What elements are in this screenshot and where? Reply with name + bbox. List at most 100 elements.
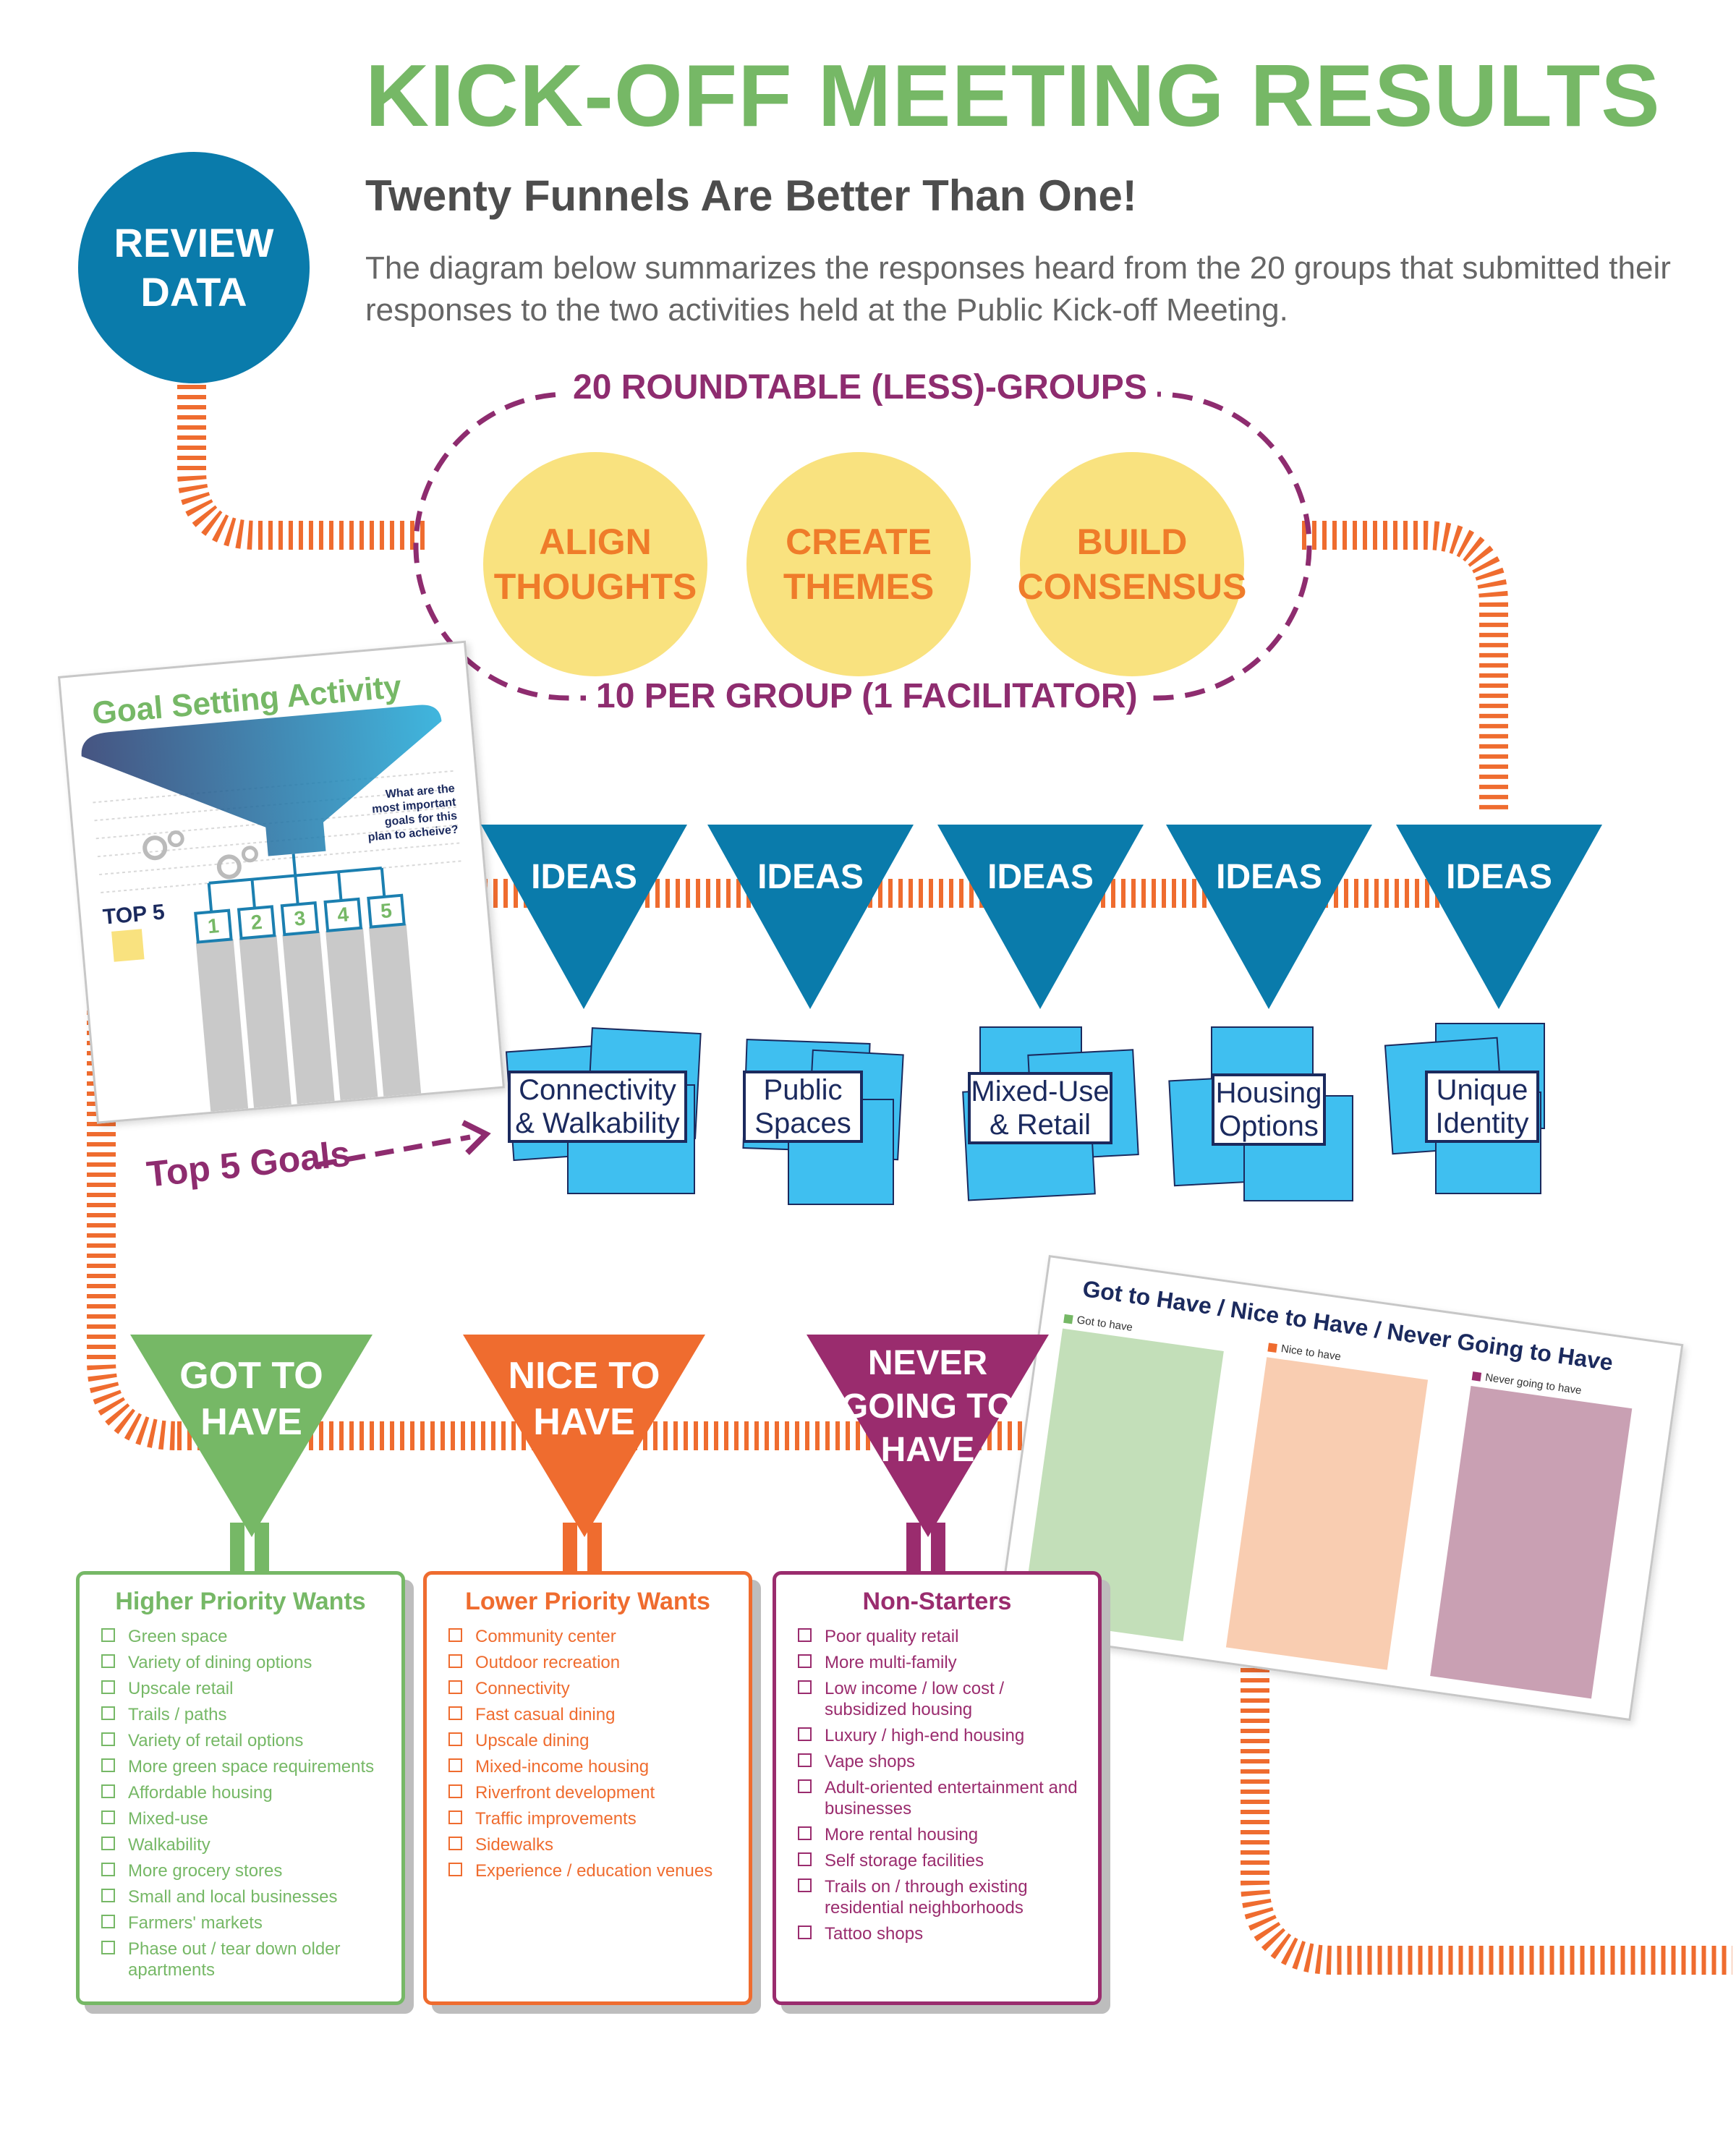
checkbox-icon[interactable] xyxy=(448,1758,462,1772)
list-item: Walkability xyxy=(101,1834,394,1855)
list-item: Small and local businesses xyxy=(101,1886,394,1907)
checkbox-icon[interactable] xyxy=(448,1811,462,1824)
list-item: More multi-family xyxy=(798,1652,1091,1673)
checkbox-icon[interactable] xyxy=(798,1852,812,1866)
list-item: Sidewalks xyxy=(448,1834,741,1855)
list-item-text: Adult-oriented entertainment and busines… xyxy=(825,1778,1078,1818)
checkbox-icon[interactable] xyxy=(798,1727,812,1741)
review-data-circle: REVIEW DATA xyxy=(78,152,310,383)
list-item-text: Self storage facilities xyxy=(825,1851,984,1871)
list-item: Self storage facilities xyxy=(798,1850,1091,1871)
note-connectivity: Connectivity & Walkability xyxy=(508,1071,687,1143)
list-item-text: Green space xyxy=(128,1627,228,1646)
checkbox-icon[interactable] xyxy=(101,1732,115,1746)
funnel-never-going-to-have xyxy=(807,1335,1049,1573)
groups-top-label: 20 ROUNDTABLE (LESS)-GROUPS xyxy=(563,367,1157,407)
note-line: Unique xyxy=(1436,1074,1528,1106)
list-item: Adult-oriented entertainment and busines… xyxy=(798,1777,1091,1819)
checkbox-icon[interactable] xyxy=(448,1628,462,1642)
checkbox-icon[interactable] xyxy=(101,1837,115,1850)
note-housing-options: Housing Options xyxy=(1212,1073,1326,1146)
list-item-text: Affordable housing xyxy=(128,1783,273,1803)
checkbox-icon[interactable] xyxy=(448,1654,462,1668)
goal-setting-sheet: Goal Setting Activity What are the most … xyxy=(58,640,505,1124)
list-item-text: Walkability xyxy=(128,1835,210,1855)
checkbox-icon[interactable] xyxy=(448,1837,462,1850)
checkbox-icon[interactable] xyxy=(101,1784,115,1798)
list-item-text: Traffic improvements xyxy=(475,1809,637,1829)
checkbox-icon[interactable] xyxy=(101,1863,115,1876)
checkbox-icon[interactable] xyxy=(101,1915,115,1928)
review-line-2: DATA xyxy=(140,269,247,315)
list-item: Connectivity xyxy=(448,1678,741,1699)
list-item-text: Community center xyxy=(475,1627,616,1646)
list-items: Community center Outdoor recreation Connec… xyxy=(427,1626,749,1881)
checkbox-icon[interactable] xyxy=(448,1680,462,1694)
path-right-tail xyxy=(1241,1577,1732,1975)
note-mixed-use: Mixed-Use & Retail xyxy=(968,1072,1112,1144)
list-item-text: Variety of retail options xyxy=(128,1731,304,1750)
circle-create-themes: CREATE THEMES xyxy=(746,452,971,676)
checkbox-icon[interactable] xyxy=(798,1826,812,1840)
circle-align-thoughts: ALIGN THOUGHTS xyxy=(483,452,707,676)
list-item: Riverfront development xyxy=(448,1782,741,1803)
list-item-text: Vape shops xyxy=(825,1752,915,1771)
checkbox-icon[interactable] xyxy=(798,1680,812,1694)
list-item-text: Sidewalks xyxy=(475,1835,554,1855)
note-line: & Retail xyxy=(989,1109,1092,1141)
checkbox-icon[interactable] xyxy=(448,1863,462,1876)
ideas-label-3: IDEAS xyxy=(987,858,1094,896)
note-line: Housing xyxy=(1215,1077,1322,1109)
list-item: Green space xyxy=(101,1626,394,1647)
checkbox-icon[interactable] xyxy=(798,1628,812,1642)
ideas-label-4: IDEAS xyxy=(1216,858,1322,896)
note-unique-identity: Unique Identity xyxy=(1425,1071,1539,1143)
circle-line: ALIGN xyxy=(539,522,652,562)
checkbox-icon[interactable] xyxy=(101,1680,115,1694)
checkbox-icon[interactable] xyxy=(798,1779,812,1793)
list-title: Lower Priority Wants xyxy=(465,1588,710,1615)
list-item: Community center xyxy=(448,1626,741,1647)
list-item: Low income / low cost / subsidized housi… xyxy=(798,1678,1091,1720)
checkbox-icon[interactable] xyxy=(798,1878,812,1892)
list-item: Affordable housing xyxy=(101,1782,394,1803)
list-item-text: More green space requirements xyxy=(128,1757,375,1777)
checkbox-icon[interactable] xyxy=(448,1706,462,1720)
checkbox-icon[interactable] xyxy=(448,1732,462,1746)
note-line: Connectivity xyxy=(519,1074,676,1106)
list-item-text: More multi-family xyxy=(825,1653,957,1672)
funnel-line: NICE TO xyxy=(508,1355,660,1397)
funnel-line: GOT TO xyxy=(179,1355,323,1397)
list-item-text: Riverfront development xyxy=(475,1783,655,1803)
funnel-nice-to-have xyxy=(463,1335,705,1573)
checkbox-icon[interactable] xyxy=(101,1758,115,1772)
checkbox-icon[interactable] xyxy=(798,1926,812,1939)
list-item-text: Small and local businesses xyxy=(128,1887,338,1907)
page-subtitle: Twenty Funnels Are Better Than One! xyxy=(365,171,1137,220)
checkbox-icon[interactable] xyxy=(798,1753,812,1767)
checkbox-icon[interactable] xyxy=(101,1628,115,1642)
list-item: Phase out / tear down older apartments xyxy=(101,1939,394,1980)
checkbox-icon[interactable] xyxy=(798,1654,812,1668)
path-left-down xyxy=(87,980,178,1450)
checkbox-icon[interactable] xyxy=(448,1784,462,1798)
circle-build-consensus: BUILD CONSENSUS xyxy=(1018,452,1246,676)
ideas-funnel-3 xyxy=(937,825,1144,1009)
list-item: Variety of retail options xyxy=(101,1730,394,1751)
checkbox-icon[interactable] xyxy=(101,1706,115,1720)
checkbox-icon[interactable] xyxy=(101,1654,115,1668)
list-items: Poor quality retail More multi-family Low … xyxy=(776,1626,1098,1944)
list-item-text: Variety of dining options xyxy=(128,1653,312,1672)
list-item: Upscale retail xyxy=(101,1678,394,1699)
list-item-text: Trails on / through existing residential… xyxy=(825,1877,1028,1918)
funnel-got-to-have xyxy=(130,1335,373,1573)
list-item-text: Tattoo shops xyxy=(825,1924,924,1944)
checkbox-icon[interactable] xyxy=(101,1889,115,1902)
list-item: More rental housing xyxy=(798,1824,1091,1845)
note-line: Options xyxy=(1219,1110,1319,1142)
list-item: Mixed-use xyxy=(101,1808,394,1829)
sticky-note-icon xyxy=(111,929,145,962)
checkbox-icon[interactable] xyxy=(101,1811,115,1824)
checkbox-icon[interactable] xyxy=(101,1941,115,1954)
